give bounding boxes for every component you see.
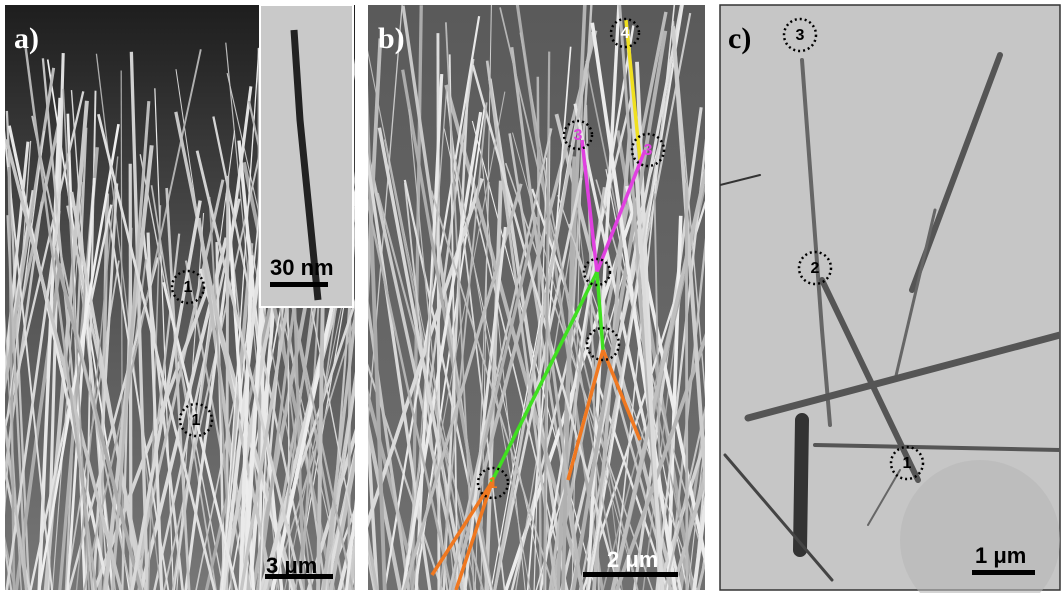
panel-label: b) [378,22,405,55]
panel-label: c) [728,22,751,55]
marker-label: 2 [811,260,820,277]
marker-label: 4 [621,25,630,42]
marker-label: 3 [644,142,653,159]
inset-scale-bar [270,282,328,287]
marker-label: 3 [796,27,805,44]
figure: 30 nm a) 3 μm 1 1 4 3 3 1 b) 2 μm [0,0,1061,593]
scale-bar [972,570,1035,575]
panel-label: a) [14,22,39,55]
scale-text: 2 μm [607,547,658,572]
scale-text: 3 μm [266,553,317,578]
marker-label: 1 [192,412,201,429]
marker-label: 3 [574,127,583,144]
marker-label: 1 [903,455,912,472]
scale-bar [583,572,678,577]
marker-label: 1 [489,475,498,492]
inset-scale-text: 30 nm [270,255,334,280]
scale-text: 1 μm [975,543,1026,568]
marker-label: 1 [184,279,193,296]
